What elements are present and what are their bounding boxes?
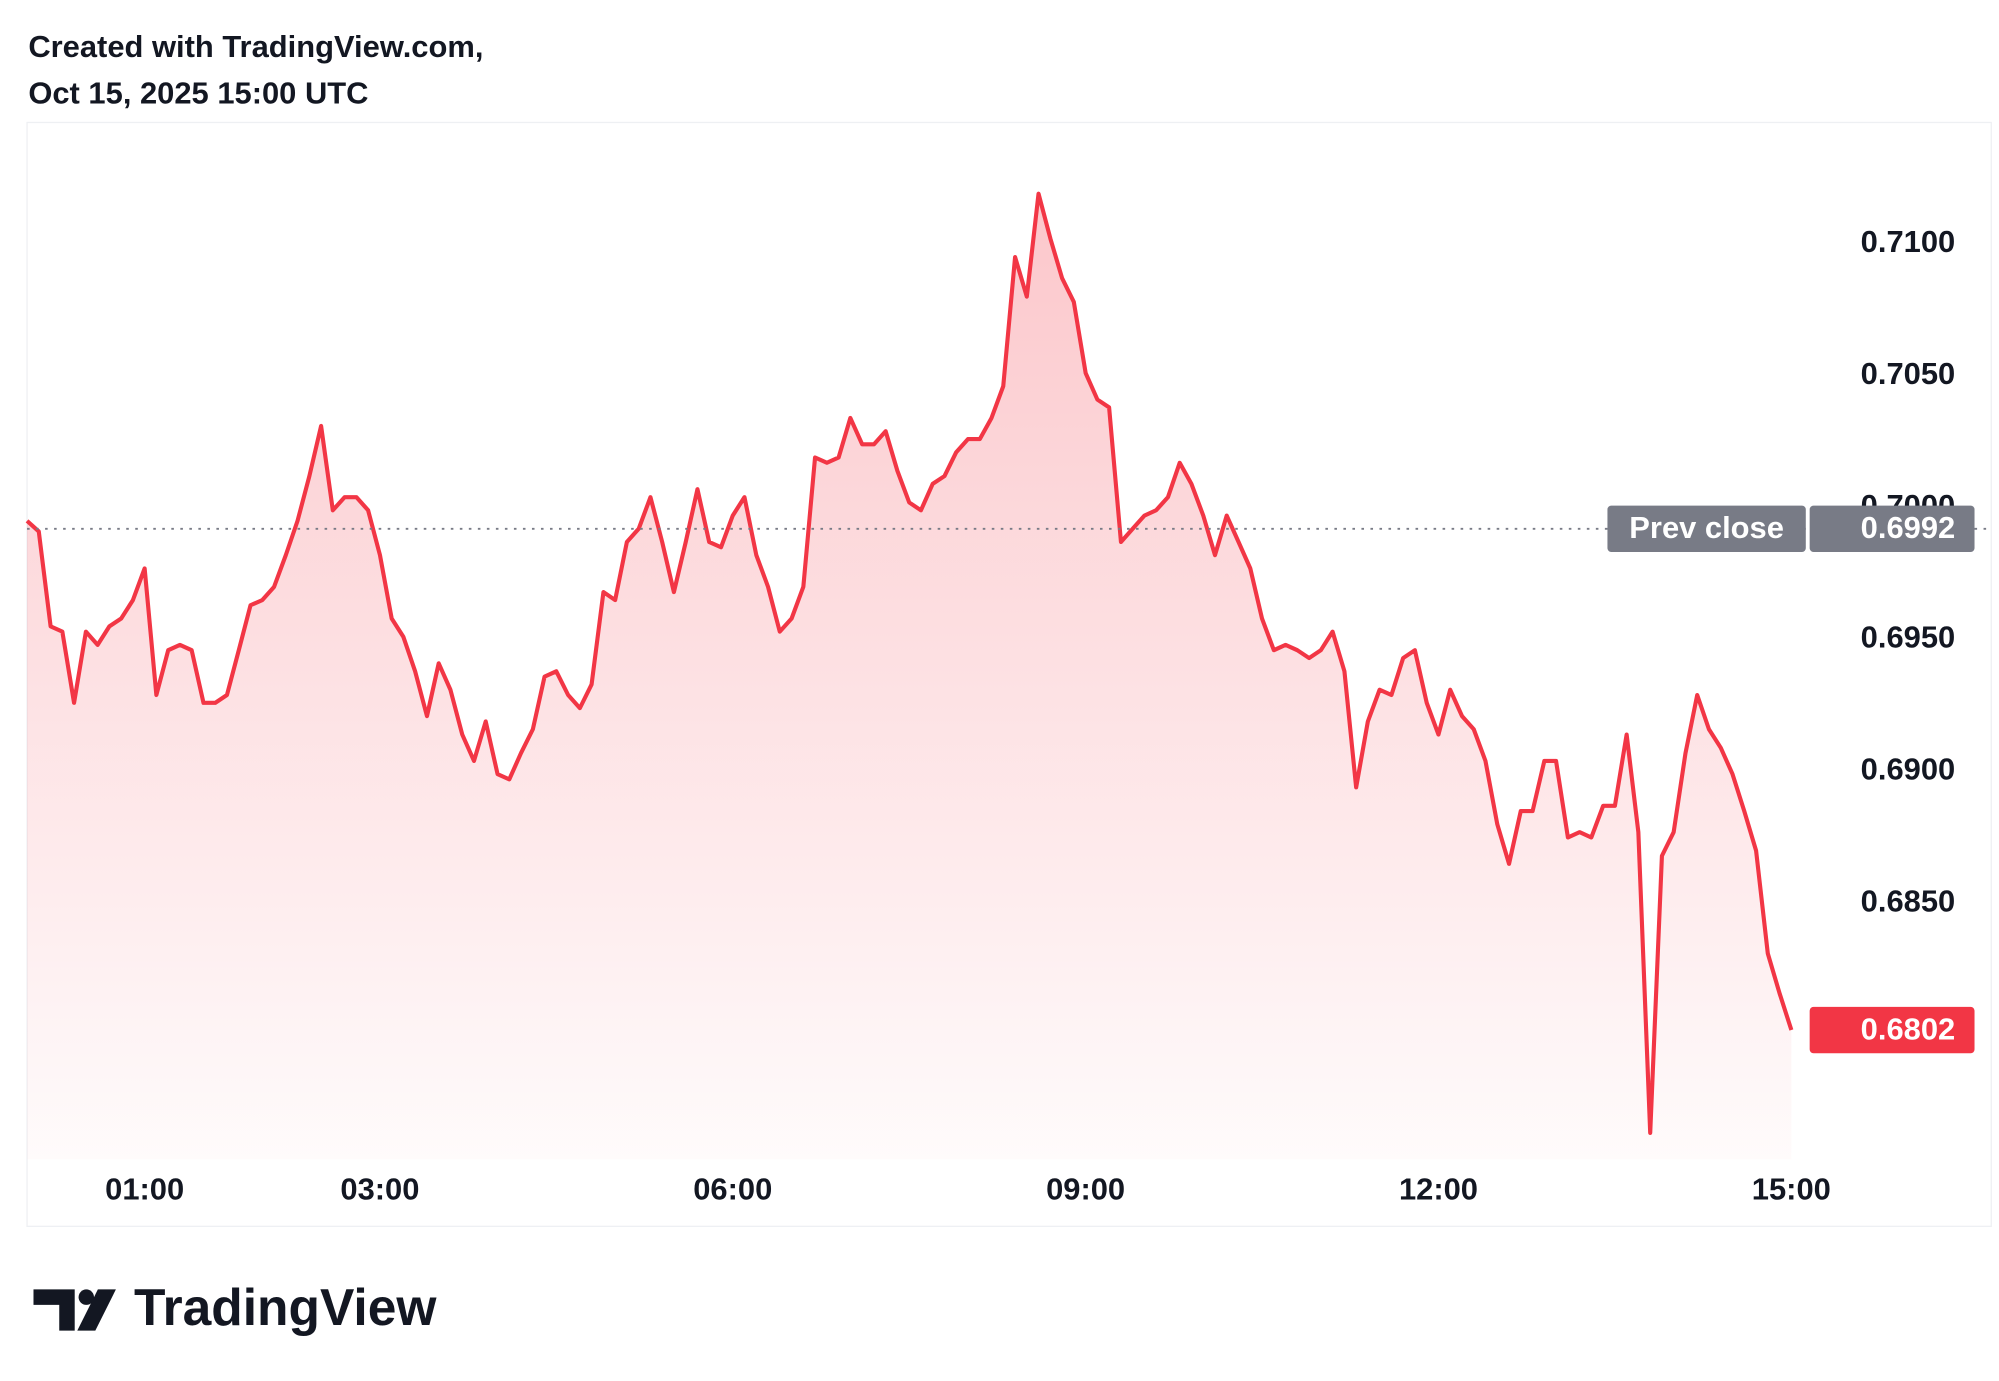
x-tick-label: 06:00 (693, 1172, 772, 1207)
x-tick-label: 01:00 (105, 1172, 184, 1207)
last-price-tag (1809, 1006, 1975, 1054)
y-tick-label: 0.6900 (1861, 752, 1956, 787)
prev-close-value: 0.6992 (1861, 510, 1956, 545)
logo-mark (78, 1289, 95, 1305)
y-tick-label: 0.7100 (1861, 224, 1956, 259)
prev-close-value-tag (1809, 505, 1975, 552)
x-tick-label: 03:00 (340, 1172, 419, 1207)
plot: 0.68500.69000.69500.70000.70500.710001:0… (25, 191, 1992, 1207)
price-area (27, 193, 1792, 1160)
y-tick-label: 0.6950 (1861, 620, 1956, 655)
last-price-label: 0.6802 (1861, 1012, 1956, 1047)
logo-mark (33, 1289, 75, 1331)
brand-name: TradingView (134, 1278, 437, 1336)
logo-mark (77, 1289, 116, 1331)
x-tick-label: 12:00 (1399, 1172, 1478, 1207)
x-tick-label: 09:00 (1046, 1172, 1125, 1207)
price-line (25, 191, 1794, 1135)
y-tick-label: 0.6850 (1861, 884, 1956, 919)
prev-close-tag (1607, 505, 1806, 552)
prev-close-label: Prev close (1629, 510, 1784, 545)
logo: TradingView (33, 1278, 437, 1336)
y-tick-label: 0.7050 (1861, 356, 1956, 391)
header-line: Created with TradingView.com, (28, 29, 483, 64)
x-tick-label: 15:00 (1752, 1172, 1831, 1207)
header-line: Oct 15, 2025 15:00 UTC (28, 76, 368, 111)
